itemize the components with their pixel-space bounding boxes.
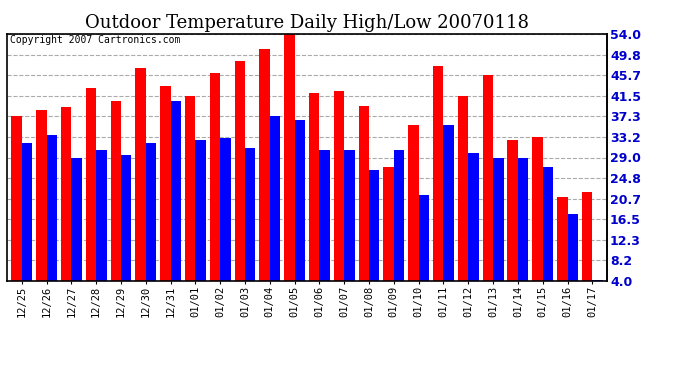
Bar <box>557 197 567 281</box>
Bar <box>518 158 529 281</box>
Bar <box>210 74 220 281</box>
Bar <box>71 158 82 281</box>
Bar <box>36 111 47 281</box>
Bar <box>235 61 245 281</box>
Bar <box>493 158 504 281</box>
Bar <box>483 75 493 281</box>
Bar <box>444 125 454 281</box>
Bar <box>86 88 96 281</box>
Bar <box>185 96 195 281</box>
Title: Outdoor Temperature Daily High/Low 20070118: Outdoor Temperature Daily High/Low 20070… <box>85 14 529 32</box>
Bar <box>61 107 71 281</box>
Bar <box>334 91 344 281</box>
Bar <box>582 192 592 281</box>
Bar <box>567 214 578 281</box>
Bar <box>394 150 404 281</box>
Bar <box>507 140 518 281</box>
Bar <box>369 170 380 281</box>
Bar <box>170 100 181 281</box>
Bar <box>532 137 543 281</box>
Bar <box>319 150 330 281</box>
Bar <box>592 280 603 281</box>
Bar <box>433 66 444 281</box>
Bar <box>11 116 22 281</box>
Bar <box>408 125 419 281</box>
Bar <box>195 140 206 281</box>
Bar <box>135 68 146 281</box>
Bar <box>121 155 131 281</box>
Bar <box>344 150 355 281</box>
Bar <box>458 96 469 281</box>
Bar <box>384 167 394 281</box>
Bar <box>295 120 305 281</box>
Bar <box>47 135 57 281</box>
Bar <box>270 116 280 281</box>
Bar <box>543 167 553 281</box>
Bar <box>96 150 107 281</box>
Bar <box>22 142 32 281</box>
Bar <box>259 49 270 281</box>
Bar <box>469 153 479 281</box>
Bar <box>220 138 230 281</box>
Bar <box>284 34 295 281</box>
Bar <box>146 142 156 281</box>
Bar <box>160 86 170 281</box>
Bar <box>309 93 319 281</box>
Bar <box>359 105 369 281</box>
Bar <box>110 100 121 281</box>
Text: Copyright 2007 Cartronics.com: Copyright 2007 Cartronics.com <box>10 35 180 45</box>
Bar <box>245 148 255 281</box>
Bar <box>419 195 429 281</box>
